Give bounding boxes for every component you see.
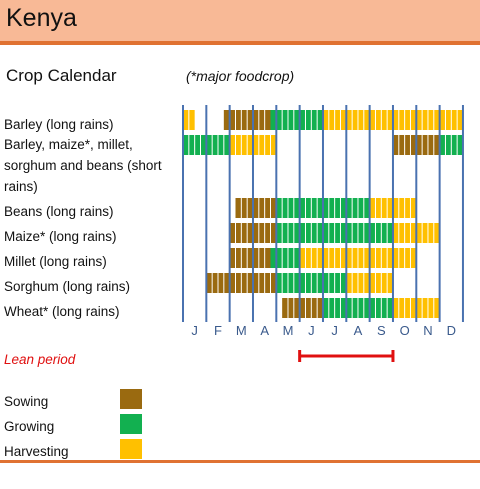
row-label-short-rains: Barley, maize*, millet, sorghum and bean… [4, 137, 162, 194]
month-label: A [354, 323, 363, 338]
page-title: Kenya [6, 4, 77, 32]
chart-subtitle: Crop Calendar [6, 66, 117, 85]
chart-note: (*major foodcrop) [186, 68, 295, 84]
month-label: M [283, 323, 294, 338]
row-label-sorghum: Sorghum (long rains) [4, 279, 131, 294]
row-label-maize: Maize* (long rains) [4, 229, 117, 244]
month-label: N [423, 323, 432, 338]
bottom-rule [0, 460, 480, 463]
lean-period-label: Lean period [4, 352, 76, 367]
bar-7-sowing-1 [282, 298, 323, 318]
month-label: S [377, 323, 386, 338]
legend-swatch-sowing [120, 389, 142, 409]
title-banner-rule [0, 41, 480, 45]
row-label-beans: Beans (long rains) [4, 204, 114, 219]
month-label: F [214, 323, 222, 338]
title-banner [0, 0, 480, 41]
row-label-barley-long: Barley (long rains) [4, 117, 114, 132]
month-label: M [236, 323, 247, 338]
legend-swatch-harvesting [120, 439, 142, 459]
bar-5-growing-2 [270, 248, 300, 268]
month-label: A [260, 323, 269, 338]
month-label: J [191, 323, 198, 338]
bar-5-sowing-1 [229, 248, 271, 268]
month-label: J [331, 323, 338, 338]
legend-label-sowing: Sowing [4, 394, 49, 409]
legend-swatch-growing [120, 414, 142, 434]
month-label: J [308, 323, 315, 338]
legend-label-growing: Growing [4, 419, 55, 434]
month-label: D [447, 323, 456, 338]
row-label-wheat: Wheat* (long rains) [4, 304, 120, 319]
row-label-millet: Millet (long rains) [4, 254, 107, 269]
bar-3-sowing-1 [235, 198, 277, 218]
month-label: O [400, 323, 410, 338]
legend-label-harvesting: Harvesting [4, 444, 69, 459]
bar-1-growing-3 [270, 110, 323, 130]
